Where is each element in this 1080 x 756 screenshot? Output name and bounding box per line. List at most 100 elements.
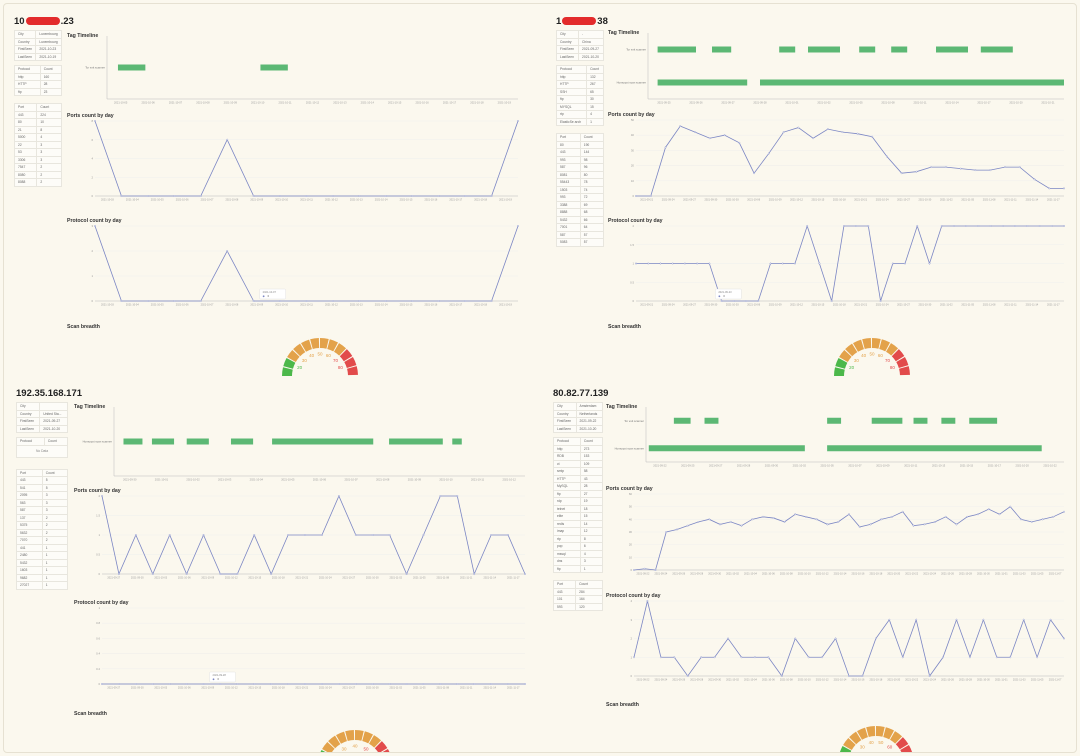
data-point[interactable] — [185, 683, 188, 685]
data-point[interactable] — [524, 573, 526, 575]
count-col-header[interactable]: Count — [579, 133, 605, 142]
data-point[interactable] — [304, 534, 306, 536]
tag-bar[interactable] — [151, 438, 175, 445]
data-point[interactable] — [665, 531, 668, 533]
data-point[interactable] — [861, 675, 864, 677]
data-point[interactable] — [1014, 225, 1016, 227]
tag-bar[interactable] — [186, 438, 209, 445]
data-point[interactable] — [439, 683, 442, 685]
data-point[interactable] — [855, 225, 858, 227]
data-point[interactable] — [94, 120, 96, 122]
data-point[interactable] — [837, 520, 840, 523]
data-point[interactable] — [974, 169, 977, 172]
data-point[interactable] — [473, 683, 476, 685]
data-point[interactable] — [101, 495, 103, 497]
data-point[interactable] — [834, 637, 837, 640]
data-point[interactable] — [151, 573, 154, 575]
data-point[interactable] — [772, 517, 775, 519]
port-col-header[interactable]: Port — [556, 133, 581, 142]
data-point[interactable] — [676, 528, 678, 531]
data-point[interactable] — [989, 225, 992, 227]
data-point[interactable] — [830, 300, 833, 302]
protocol-col-header[interactable]: Protocol — [553, 437, 581, 446]
data-point[interactable] — [202, 534, 205, 536]
data-point[interactable] — [358, 300, 361, 302]
data-point[interactable] — [219, 683, 222, 685]
data-point[interactable] — [384, 195, 387, 197]
data-point[interactable] — [287, 683, 290, 685]
data-point[interactable] — [118, 683, 120, 685]
data-point[interactable] — [708, 137, 711, 140]
data-point[interactable] — [199, 195, 202, 197]
data-point[interactable] — [1033, 178, 1036, 181]
data-point[interactable] — [767, 152, 770, 155]
data-point[interactable] — [751, 518, 754, 521]
data-point[interactable] — [915, 170, 918, 173]
data-point[interactable] — [989, 169, 992, 172]
data-point[interactable] — [826, 523, 829, 526]
data-point[interactable] — [437, 195, 440, 197]
data-point[interactable] — [1050, 225, 1053, 227]
data-point[interactable] — [337, 683, 340, 685]
data-point[interactable] — [456, 495, 459, 497]
data-point[interactable] — [384, 300, 387, 302]
data-point[interactable] — [944, 515, 947, 518]
data-point[interactable] — [517, 225, 519, 227]
data-point[interactable] — [252, 195, 255, 197]
data-point[interactable] — [708, 518, 711, 521]
data-point[interactable] — [805, 515, 807, 518]
data-point[interactable] — [168, 683, 171, 685]
data-point[interactable] — [842, 225, 845, 227]
data-point[interactable] — [1052, 515, 1055, 518]
data-point[interactable] — [794, 513, 797, 516]
data-point[interactable] — [279, 195, 281, 197]
data-point[interactable] — [818, 262, 821, 265]
tag-bar[interactable] — [657, 46, 696, 53]
data-point[interactable] — [253, 683, 256, 685]
data-point[interactable] — [422, 683, 425, 685]
data-point[interactable] — [930, 166, 933, 169]
data-point[interactable] — [304, 683, 306, 685]
data-point[interactable] — [1063, 637, 1065, 640]
data-point[interactable] — [928, 262, 931, 265]
data-point[interactable] — [1038, 225, 1041, 227]
data-point[interactable] — [977, 225, 980, 227]
data-point[interactable] — [740, 656, 743, 659]
protocol-col-header[interactable]: Protocol — [16, 437, 45, 446]
data-point[interactable] — [686, 524, 689, 527]
data-point[interactable] — [916, 225, 919, 227]
data-point[interactable] — [236, 683, 239, 685]
data-point[interactable] — [643, 567, 646, 570]
count-col-header[interactable]: Count — [43, 437, 69, 446]
port-col-header[interactable]: Port — [552, 580, 577, 589]
data-point[interactable] — [1049, 618, 1052, 621]
data-point[interactable] — [901, 656, 904, 659]
data-point[interactable] — [305, 300, 308, 302]
data-point[interactable] — [782, 131, 785, 134]
data-point[interactable] — [1004, 166, 1006, 169]
data-point[interactable] — [780, 675, 783, 677]
data-point[interactable] — [880, 518, 883, 521]
data-point[interactable] — [1063, 225, 1065, 227]
count-col-header[interactable]: Count — [575, 580, 603, 589]
data-point[interactable] — [252, 300, 255, 302]
data-point[interactable] — [1036, 656, 1039, 659]
tag-bar[interactable] — [704, 417, 719, 424]
data-point[interactable] — [1063, 187, 1065, 190]
data-point[interactable] — [942, 656, 944, 659]
data-point[interactable] — [794, 637, 797, 640]
data-point[interactable] — [915, 618, 918, 621]
port-col-header[interactable]: Port — [16, 468, 43, 477]
data-point[interactable] — [236, 573, 239, 575]
data-point[interactable] — [464, 195, 467, 197]
data-point[interactable] — [684, 262, 686, 265]
data-point[interactable] — [411, 195, 414, 197]
data-point[interactable] — [354, 534, 357, 536]
data-point[interactable] — [439, 495, 442, 497]
data-point[interactable] — [955, 618, 958, 621]
data-point[interactable] — [388, 534, 391, 536]
data-point[interactable] — [708, 262, 711, 265]
data-point[interactable] — [781, 262, 784, 265]
data-point[interactable] — [185, 573, 188, 575]
data-point[interactable] — [826, 128, 829, 131]
